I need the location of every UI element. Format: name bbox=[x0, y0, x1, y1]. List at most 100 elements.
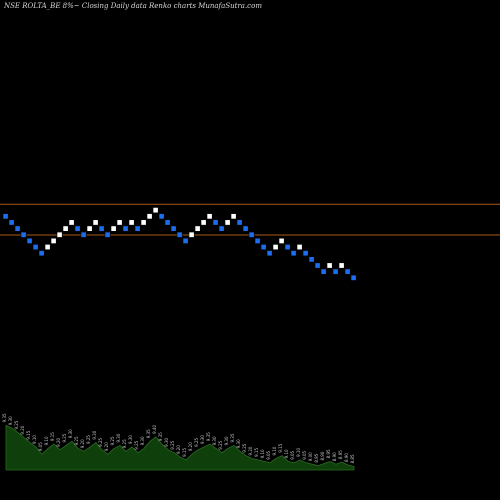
volume-label: 9.25 bbox=[74, 436, 79, 445]
volume-label: 9.35 bbox=[158, 432, 163, 441]
renko-box-up bbox=[68, 219, 75, 226]
volume-label: 8.85 bbox=[350, 454, 355, 463]
renko-box-up bbox=[128, 219, 135, 226]
volume-label: 9.30 bbox=[200, 435, 205, 444]
volume-label: 9.10 bbox=[260, 449, 265, 458]
volume-label: 9.10 bbox=[44, 436, 49, 445]
renko-box-up bbox=[278, 237, 285, 244]
renko-box-down bbox=[266, 250, 273, 257]
renko-box-up bbox=[296, 244, 303, 251]
renko-box-down bbox=[8, 219, 15, 226]
volume-label: 9.15 bbox=[254, 448, 259, 457]
renko-box-down bbox=[290, 250, 297, 257]
volume-label: 9.15 bbox=[182, 448, 187, 457]
renko-box-down bbox=[26, 237, 33, 244]
volume-label: 9.20 bbox=[248, 446, 253, 455]
volume-label: 9.35 bbox=[146, 429, 151, 438]
renko-box-up bbox=[152, 207, 159, 214]
volume-label: 9.10 bbox=[284, 449, 289, 458]
renko-box-down bbox=[164, 219, 171, 226]
volume-label: 9.30 bbox=[164, 437, 169, 446]
volume-label: 9.25 bbox=[62, 433, 67, 442]
renko-box-down bbox=[20, 231, 27, 238]
volume-label: 8.95 bbox=[326, 449, 331, 458]
renko-box-up bbox=[116, 219, 123, 226]
volume-label: 9.10 bbox=[32, 435, 37, 444]
renko-box-down bbox=[314, 262, 321, 269]
renko-box-up bbox=[86, 225, 93, 232]
volume-label: 9.35 bbox=[230, 433, 235, 442]
renko-box-down bbox=[104, 231, 111, 238]
renko-box-up bbox=[224, 219, 231, 226]
renko-box-down bbox=[14, 225, 21, 232]
renko-box-down bbox=[302, 250, 309, 257]
volume-label: 9.30 bbox=[212, 436, 217, 445]
volume-label: 9.10 bbox=[272, 446, 277, 455]
volume-label: 9.05 bbox=[38, 442, 43, 451]
renko-box-down bbox=[236, 219, 243, 226]
renko-box-down bbox=[158, 213, 165, 220]
volume-label: 9.15 bbox=[278, 443, 283, 452]
renko-box-up bbox=[188, 231, 195, 238]
renko-box-down bbox=[170, 225, 177, 232]
renko-box-up bbox=[56, 231, 63, 238]
volume-label: 9.15 bbox=[26, 430, 31, 439]
renko-box-down bbox=[254, 237, 261, 244]
renko-box-down bbox=[242, 225, 249, 232]
chart-title: NSE ROLTA_BE 8%~ Closing Daily data Renk… bbox=[4, 2, 262, 10]
renko-box-down bbox=[182, 237, 189, 244]
renko-box-up bbox=[110, 225, 117, 232]
renko-box-up bbox=[140, 219, 147, 226]
renko-box-down bbox=[134, 225, 141, 232]
renko-box-down bbox=[32, 244, 39, 251]
renko-box-up bbox=[230, 213, 237, 220]
volume-label: 9.20 bbox=[80, 439, 85, 448]
renko-box-down bbox=[344, 268, 351, 275]
renko-box-down bbox=[122, 225, 129, 232]
volume-label: 9.30 bbox=[92, 430, 97, 439]
volume-label: 9.25 bbox=[86, 435, 91, 444]
renko-box-up bbox=[338, 262, 345, 269]
volume-label: 9.15 bbox=[50, 432, 55, 441]
renko-box-down bbox=[2, 213, 9, 220]
renko-box-down bbox=[176, 231, 183, 238]
renko-box-up bbox=[272, 244, 279, 251]
volume-label: 9.30 bbox=[224, 436, 229, 445]
volume-label: 9.25 bbox=[110, 436, 115, 445]
volume-label: 9.25 bbox=[194, 437, 199, 446]
renko-box-up bbox=[200, 219, 207, 226]
renko-box-up bbox=[326, 262, 333, 269]
renko-box-down bbox=[218, 225, 225, 232]
volume-label: 9.25 bbox=[218, 440, 223, 449]
renko-box-up bbox=[50, 237, 57, 244]
renko-box-down bbox=[260, 244, 267, 251]
volume-label: 9.30 bbox=[8, 416, 13, 425]
renko-box-down bbox=[308, 256, 315, 263]
renko-box-down bbox=[350, 274, 357, 281]
volume-label: 9.10 bbox=[296, 448, 301, 457]
volume-label: 9.20 bbox=[104, 442, 109, 451]
volume-label: 9.05 bbox=[266, 450, 271, 459]
renko-box-up bbox=[62, 225, 69, 232]
volume-label: 8.90 bbox=[344, 453, 349, 462]
volume-label: 9.40 bbox=[152, 425, 157, 434]
renko-box-up bbox=[206, 213, 213, 220]
volume-label: 8.95 bbox=[314, 453, 319, 462]
volume-label: 9.35 bbox=[2, 413, 7, 422]
renko-box-down bbox=[80, 231, 87, 238]
renko-box-up bbox=[92, 219, 99, 226]
renko-box-down bbox=[98, 225, 105, 232]
volume-label: 9.25 bbox=[98, 437, 103, 446]
volume-label: 9.05 bbox=[290, 450, 295, 459]
renko-box-down bbox=[38, 250, 45, 257]
renko-box-down bbox=[212, 219, 219, 226]
volume-label: 9.35 bbox=[206, 432, 211, 441]
volume-label: 9.25 bbox=[14, 420, 19, 429]
volume-area bbox=[5, 424, 355, 471]
volume-label: 8.90 bbox=[332, 452, 337, 461]
volume-label: 9.20 bbox=[176, 445, 181, 454]
volume-label: 9.00 bbox=[308, 452, 313, 461]
volume-label: 9.25 bbox=[134, 440, 139, 449]
renko-box-down bbox=[74, 225, 81, 232]
